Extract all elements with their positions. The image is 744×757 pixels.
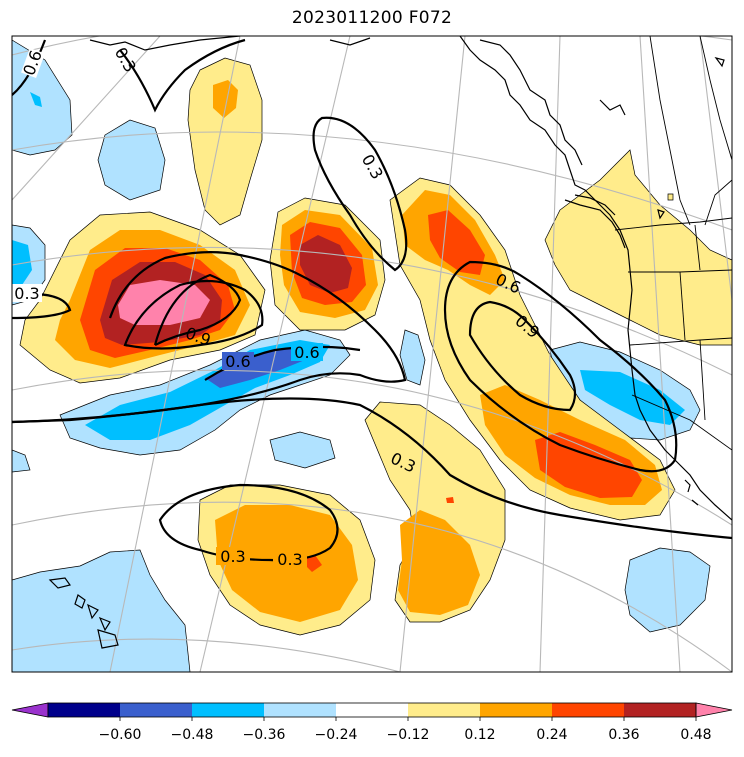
colorbar-tick-label: 0.36 (608, 727, 639, 743)
contour-label-4: 0.3 (14, 284, 39, 303)
colorbar-segment (552, 703, 625, 717)
colorbar-segment (192, 703, 265, 717)
colorbar-tick-label: −0.48 (171, 727, 214, 743)
colorbar-tick-label: 0.12 (464, 727, 495, 743)
colorbar-segment (624, 703, 697, 717)
contour-label-7: 0.6 (294, 343, 319, 362)
colorbar-frame (47, 702, 697, 718)
colorbar-segment (120, 703, 193, 717)
colorbar-segment (264, 703, 337, 717)
map-title: 2023011200 F072 (291, 8, 453, 28)
colorbar-extend-low (11, 702, 49, 718)
contour-label-12: 0.3 (277, 550, 302, 569)
contour-label-6: 0.6 (225, 352, 250, 371)
colorbar-tick-label: −0.60 (99, 727, 142, 743)
colorbar: −0.60 −0.48 −0.36 −0.24 −0.12 0.12 0.24 0.36 0.4… (11, 702, 733, 743)
colorbar-segment (336, 703, 409, 717)
colorbar-segment (408, 703, 481, 717)
colorbar-tick-label: 0.48 (680, 727, 711, 743)
map-frame (11, 35, 733, 673)
contour-label-11: 0.3 (220, 547, 245, 566)
negative-anomaly-core (12, 92, 685, 440)
coastlines (48, 36, 732, 649)
map-panel: 0.6 0.3 0.3 0.3 0.9 0.6 0.6 0.6 0.9 0.3 … (12, 36, 732, 672)
extreme-positive-shading (118, 280, 210, 325)
colorbar-segment (480, 703, 553, 717)
colorbar-tick-label: −0.12 (387, 727, 430, 743)
colorbar-segment (48, 703, 121, 717)
political-borders (614, 36, 732, 451)
colorbar-tick-label: −0.36 (243, 727, 286, 743)
colorbar-tick-label: −0.24 (315, 727, 358, 743)
contour-lines (12, 38, 732, 562)
colorbar-extend-high (695, 702, 733, 718)
colorbar-tick-label: 0.24 (536, 727, 567, 743)
